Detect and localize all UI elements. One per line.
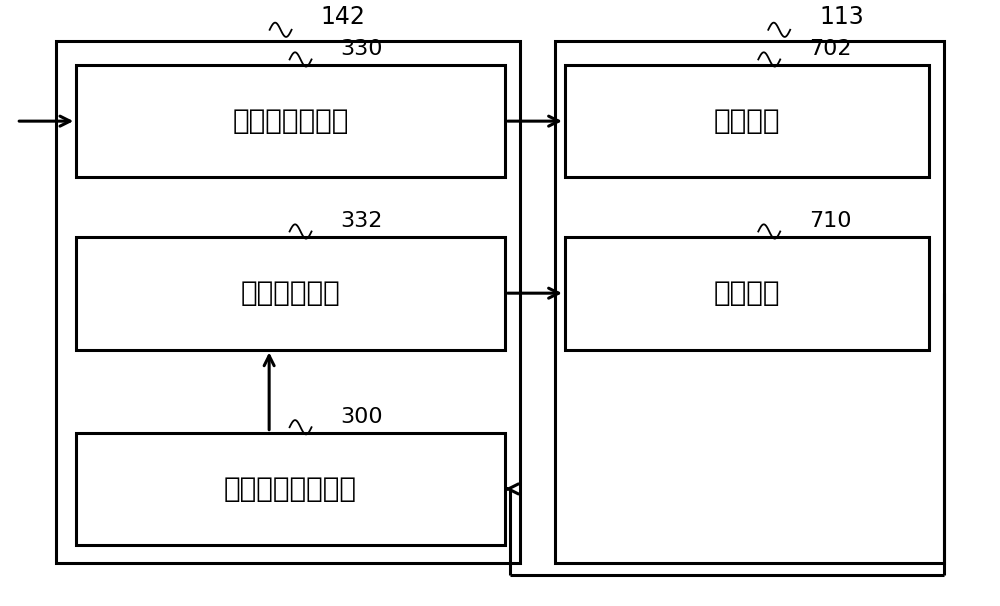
Text: 710: 710: [809, 211, 852, 231]
Text: 332: 332: [340, 211, 383, 231]
Bar: [565, 237, 929, 350]
Text: 成像装置: 成像装置: [714, 107, 780, 135]
Text: 传感器控制单元: 传感器控制单元: [232, 107, 349, 135]
Bar: [565, 65, 929, 178]
Bar: [56, 41, 520, 563]
Text: 142: 142: [320, 5, 365, 29]
Text: 113: 113: [819, 5, 864, 29]
Bar: [76, 237, 505, 350]
Text: 330: 330: [340, 39, 383, 59]
Bar: [76, 65, 505, 178]
Text: 照明单元: 照明单元: [714, 279, 780, 307]
Bar: [76, 433, 505, 545]
Bar: [555, 41, 944, 563]
Text: 眼球行为解析单元: 眼球行为解析单元: [224, 475, 357, 503]
Text: 300: 300: [340, 407, 383, 427]
Text: 照明控制单元: 照明控制单元: [241, 279, 340, 307]
Text: 702: 702: [809, 39, 852, 59]
